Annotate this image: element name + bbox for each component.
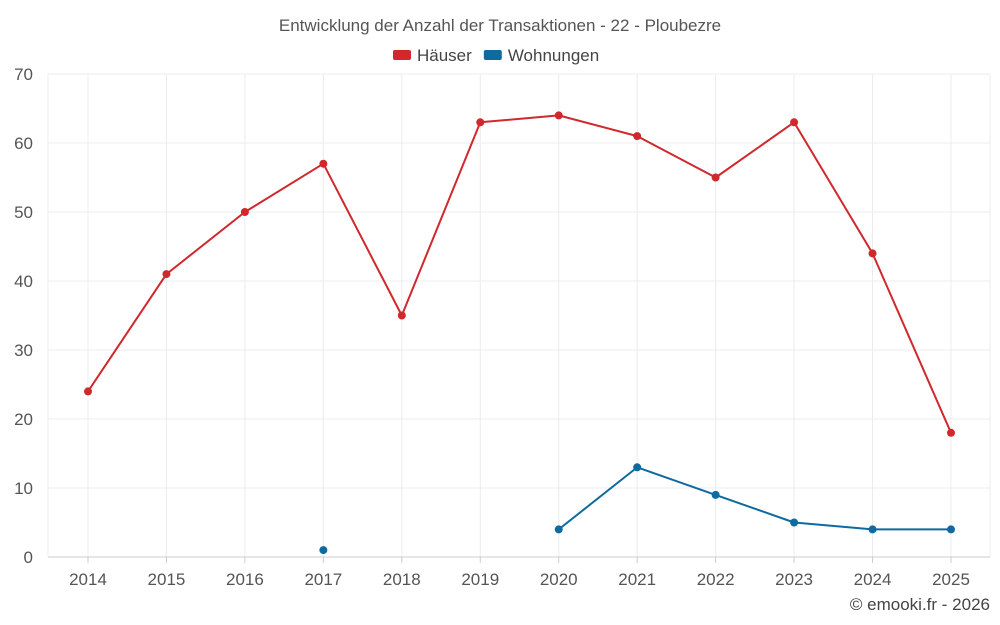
series-line [87,114,952,434]
series-1 [84,111,955,437]
data-point[interactable] [868,249,877,258]
data-point[interactable] [240,208,249,216]
y-tick-label: 10 [14,479,33,498]
series-line [558,466,951,531]
y-tick-label: 40 [14,272,33,291]
data-point[interactable] [554,525,563,534]
plot-area [84,111,955,555]
x-tick-label: 2018 [383,570,421,589]
legend-swatch [483,50,502,60]
data-point[interactable] [319,546,328,555]
data-point[interactable] [947,428,955,437]
y-tick-label: 60 [14,134,33,153]
data-point[interactable] [868,525,877,534]
data-point[interactable] [711,490,720,499]
y-tick-label: 70 [14,65,33,84]
data-point[interactable] [397,311,406,320]
grid [47,73,991,557]
data-point[interactable] [633,463,642,472]
legend-item[interactable]: Häuser [393,46,472,65]
x-tick-label: 2015 [148,570,186,589]
x-tick-label: 2023 [775,570,813,589]
x-tick-label: 2021 [618,570,656,589]
chart-title: Entwicklung der Anzahl der Transaktionen… [279,16,721,35]
data-point[interactable] [554,111,563,120]
legend: Häuser Wohnungen [393,46,599,65]
legend-label: Häuser [417,46,472,65]
x-tick-label: 2017 [304,570,342,589]
data-point[interactable] [84,387,92,396]
x-tick-label: 2019 [461,570,499,589]
y-axis: 0 10 20 30 40 50 60 70 [14,65,33,567]
y-tick-label: 0 [24,548,33,567]
data-point[interactable] [162,270,171,279]
y-tick-label: 30 [14,341,33,360]
data-point[interactable] [633,132,642,141]
x-tick-label: 2024 [854,570,892,589]
x-tick-label: 2025 [932,570,970,589]
legend-item[interactable]: Wohnungen [483,46,599,65]
x-tick-label: 2014 [69,570,107,589]
x-tick-label: 2020 [540,570,578,589]
y-tick-label: 20 [14,410,33,429]
x-tick-label: 2016 [226,570,264,589]
data-point[interactable] [790,118,799,127]
data-point[interactable] [790,518,799,527]
data-point[interactable] [947,525,955,534]
x-tick-label: 2022 [697,570,735,589]
series-2 [319,463,955,555]
x-axis: 2014 2015 2016 2017 2018 2019 2020 2021 2022 2023… [48,556,990,589]
data-point[interactable] [711,173,720,182]
credit-text: © emooki.fr - 2026 [850,595,990,614]
data-point[interactable] [319,159,328,168]
y-tick-label: 50 [14,203,33,222]
legend-label: Wohnungen [508,46,599,65]
legend-swatch [393,50,411,60]
data-point[interactable] [476,118,485,127]
